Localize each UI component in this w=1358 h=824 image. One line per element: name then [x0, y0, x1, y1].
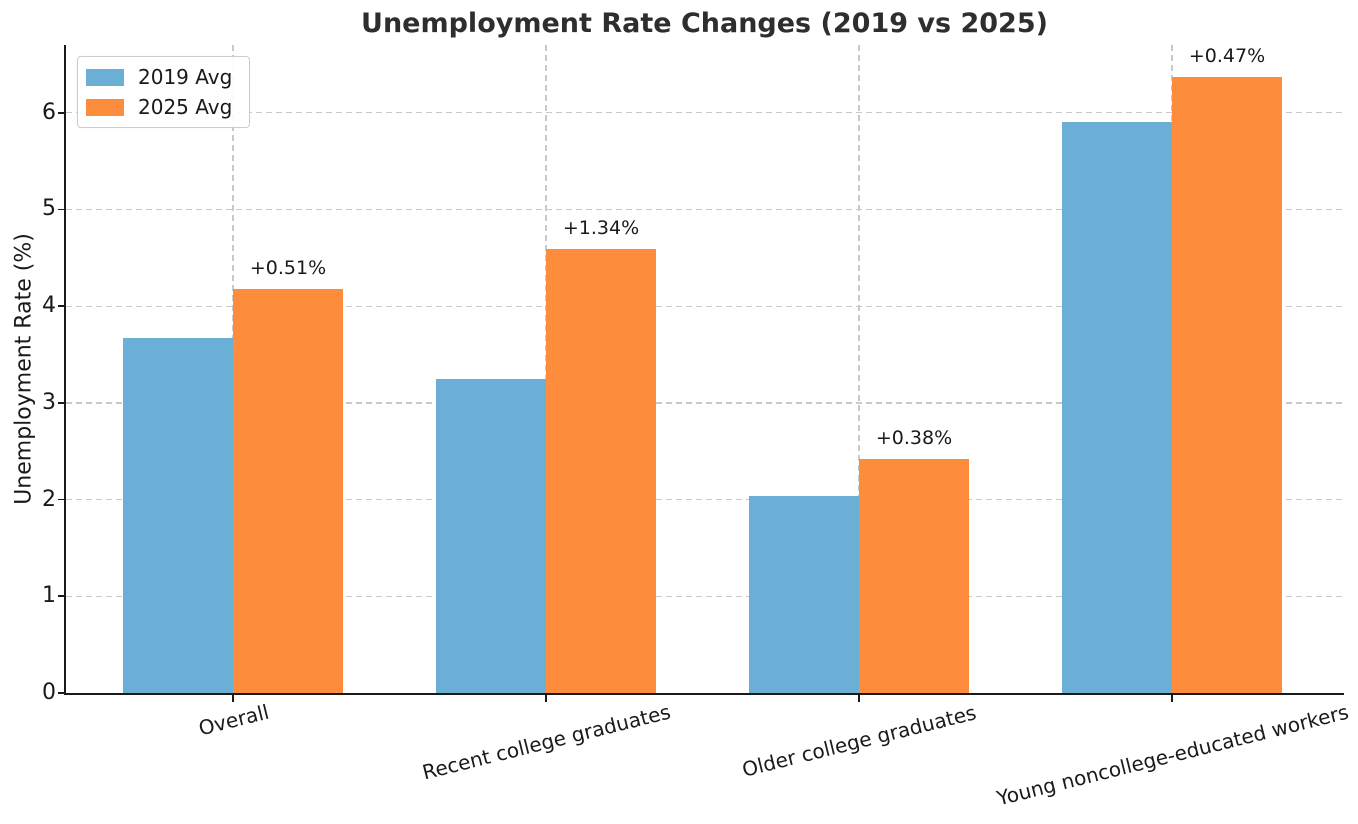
legend-swatch-2025-avg [86, 98, 124, 116]
y-tick-label: 0 [42, 680, 56, 705]
grid-line-horizontal [66, 112, 1343, 114]
legend-label: 2019 Avg [138, 65, 233, 89]
y-tick-mark [58, 401, 65, 404]
bar-2025-avg [233, 288, 343, 693]
legend-swatch-2019-avg [86, 68, 124, 86]
y-tick-label: 5 [42, 196, 56, 222]
chart-title: Unemployment Rate Changes (2019 vs 2025) [361, 8, 1048, 39]
x-tick-mark [232, 694, 234, 702]
grid-line-vertical [858, 45, 860, 693]
legend: 2019 Avg 2025 Avg [77, 56, 251, 128]
legend-label: 2025 Avg [138, 95, 233, 119]
bar-delta-annotation: +0.38% [875, 426, 953, 449]
y-tick-mark [58, 595, 65, 598]
y-axis-label: Unemployment Rate (%) [11, 233, 37, 505]
bar-2019-avg [436, 378, 546, 693]
legend-entry-2019-avg: 2019 Avg [86, 66, 232, 88]
x-tick-mark [858, 694, 860, 702]
x-tick-mark [1171, 694, 1173, 702]
bar-delta-annotation: +0.51% [249, 256, 327, 279]
y-tick-label: 1 [42, 583, 56, 609]
bar-2019-avg [1062, 122, 1172, 693]
grid-line-horizontal [66, 498, 1343, 501]
bar-2025-avg [1172, 76, 1282, 693]
y-tick-mark [58, 305, 65, 308]
bar-delta-annotation: +1.34% [562, 217, 640, 240]
y-tick-mark [58, 111, 65, 114]
x-tick-label: Older college graduates [739, 699, 979, 782]
y-tick-mark [58, 692, 65, 694]
grid-line-horizontal [66, 305, 1343, 307]
bar-2025-avg [546, 249, 656, 693]
grid-line-horizontal [66, 595, 1343, 597]
y-tick-mark [58, 498, 65, 501]
y-tick-mark [58, 208, 65, 211]
x-tick-mark [545, 694, 547, 702]
y-axis-line [64, 45, 67, 695]
x-axis-line [64, 693, 1345, 695]
x-tick-label: Overall [195, 699, 271, 741]
y-tick-label: 2 [42, 486, 56, 512]
bar-2019-avg [749, 495, 859, 693]
bar-2025-avg [859, 458, 969, 693]
legend-entry-2025-avg: 2025 Avg [86, 96, 232, 118]
y-tick-label: 4 [42, 293, 56, 319]
x-tick-label: Young noncollege-educated workers [993, 699, 1351, 811]
bar-delta-annotation: +0.47% [1188, 44, 1266, 67]
grid-line-horizontal [66, 402, 1343, 404]
grid-line-horizontal [66, 208, 1343, 211]
x-tick-label: Recent college graduates [419, 700, 673, 785]
y-tick-label: 3 [42, 389, 56, 415]
bar-2019-avg [123, 338, 233, 693]
y-tick-label: 6 [42, 99, 56, 125]
